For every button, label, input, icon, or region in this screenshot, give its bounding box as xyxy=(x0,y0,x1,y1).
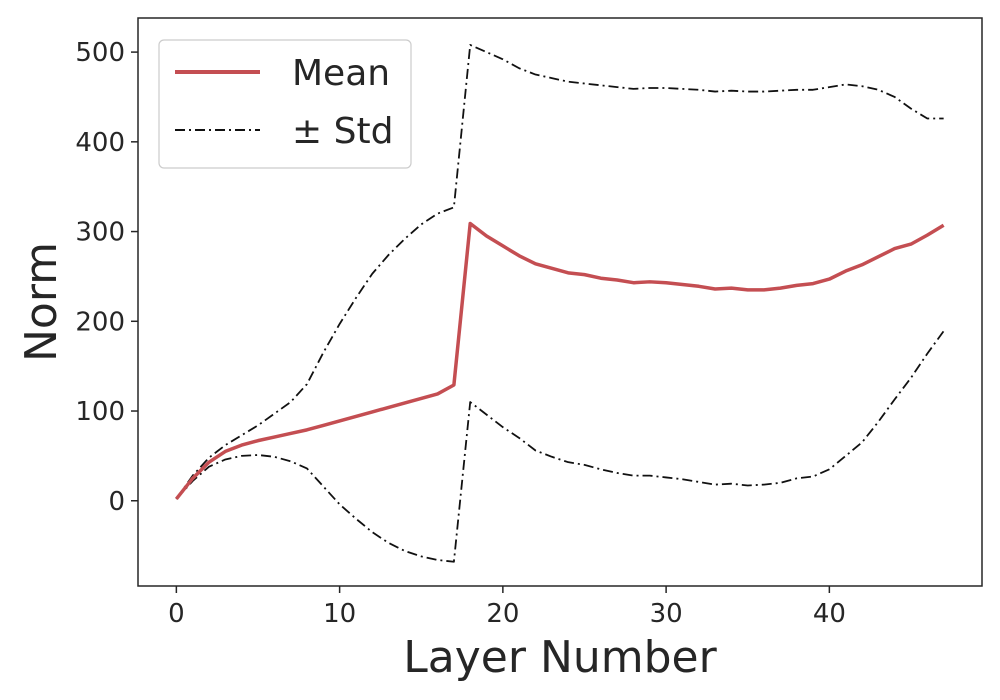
x-axis-title: Layer Number xyxy=(403,632,717,683)
series-layer xyxy=(174,44,945,563)
x-tick-label: 30 xyxy=(650,599,683,629)
mean-line xyxy=(174,221,945,501)
y-tick-label: 100 xyxy=(75,397,125,427)
x-tick-label: 0 xyxy=(168,599,185,629)
y-tick-label: 0 xyxy=(108,487,125,517)
y-axis-title: Norm xyxy=(16,242,67,362)
legend: Mean ± Std xyxy=(158,39,412,169)
y-tick-label: 500 xyxy=(75,38,125,68)
upper-std-line xyxy=(175,44,944,500)
x-tick-label: 40 xyxy=(813,599,846,629)
y-tick-label: 300 xyxy=(75,218,125,248)
x-tick-label: 10 xyxy=(323,599,356,629)
y-tick-label: 400 xyxy=(75,128,125,158)
y-tick-label: 200 xyxy=(75,307,125,337)
lower-std-line xyxy=(175,330,945,563)
x-tick-label: 20 xyxy=(486,599,519,629)
legend-std-label: ± Std xyxy=(292,111,393,152)
axes-frame xyxy=(137,17,983,587)
legend-mean-label: Mean xyxy=(292,53,390,94)
